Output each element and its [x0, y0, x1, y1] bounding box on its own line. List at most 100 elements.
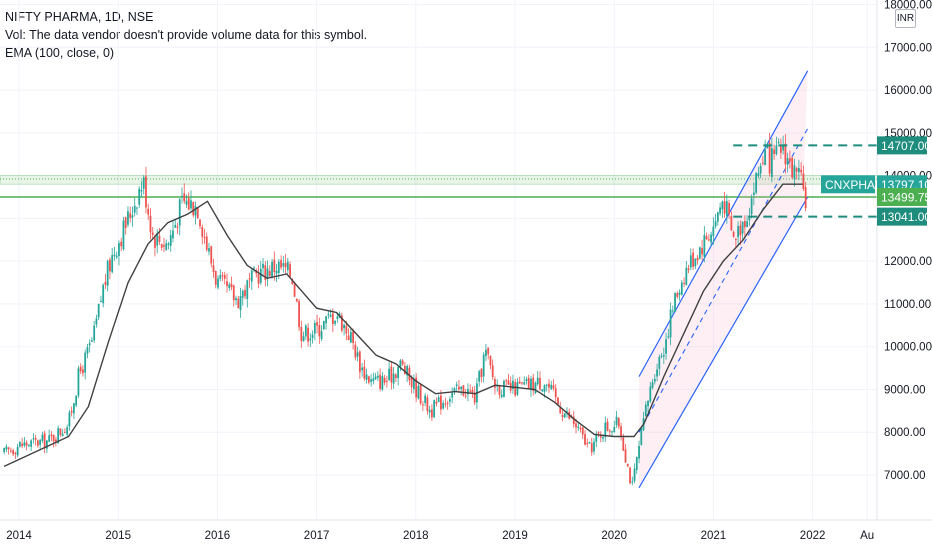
candle-body [237, 298, 240, 309]
candle-body [606, 421, 609, 431]
candle-body [491, 365, 494, 377]
candle-body [257, 273, 260, 284]
candle-body [178, 199, 181, 226]
candle-body [732, 231, 735, 237]
candle-body [530, 378, 532, 391]
candle-body [737, 226, 740, 238]
candle-body [235, 298, 237, 301]
candle-body [57, 428, 60, 444]
candle-body [228, 284, 231, 288]
candle-body [595, 433, 598, 442]
currency-badge[interactable]: INR [895, 9, 916, 28]
candle-body [183, 193, 186, 202]
candle-body [156, 233, 159, 246]
candle-body [602, 436, 604, 439]
candle-body [388, 368, 391, 381]
price-badges: 14707.0013041.00CNXPHARMA13797.1013499.7… [821, 136, 931, 226]
candle-body [541, 389, 544, 392]
candle-body [800, 169, 803, 173]
candle-body [451, 392, 454, 398]
candle-body [498, 385, 501, 395]
candle-body [532, 377, 535, 391]
candle-body [115, 255, 118, 258]
candle-body [302, 336, 305, 342]
candle-body [367, 376, 370, 383]
symbol-badge [821, 175, 875, 194]
candle-body [678, 292, 681, 295]
candle-body [397, 367, 400, 379]
candle-body [401, 360, 404, 365]
candle-body [716, 212, 719, 222]
candle-body [775, 145, 778, 155]
time-tick-label: 2022 [800, 530, 826, 542]
candle-body [572, 416, 575, 425]
candle-body [379, 374, 382, 389]
candle-body [566, 411, 568, 413]
candle-body [52, 434, 55, 442]
candle-body [406, 365, 409, 376]
candle-body [521, 382, 523, 384]
candle-body [374, 376, 377, 380]
candle-body [586, 442, 589, 444]
candle-body [104, 281, 107, 285]
price-tick-label: 10000.00 [884, 342, 932, 354]
candle-body [118, 243, 120, 256]
candle-body [764, 149, 767, 166]
candle-body [176, 226, 179, 228]
candle-body [721, 201, 724, 210]
price-tick-label: 7000.00 [884, 470, 926, 482]
candle-body [266, 268, 269, 279]
candle-body [232, 285, 235, 301]
candle-body [512, 380, 514, 390]
price-tick-label: 9000.00 [884, 384, 926, 396]
candle-body [590, 443, 593, 453]
horizontal-levels [733, 144, 877, 218]
candle-body [25, 442, 28, 446]
time-tick-label: 2014 [6, 530, 32, 542]
candle-body [514, 382, 517, 396]
candle-body [647, 400, 649, 407]
candle-body [334, 320, 336, 324]
candle-body [419, 384, 422, 404]
candle-body [131, 215, 134, 218]
candle-body [259, 268, 262, 283]
candle-body [399, 360, 402, 368]
candle-body [304, 325, 307, 337]
candle-body [129, 213, 132, 219]
candle-body [403, 365, 406, 374]
candle-body [579, 427, 582, 429]
candle-body [467, 389, 469, 395]
time-tick-label: 2018 [403, 530, 429, 542]
chart-legend: NIFTY PHARMA, 1D, NSE Vol: The data vend… [5, 8, 367, 62]
candle-body [264, 265, 267, 280]
candle-body [523, 382, 526, 385]
candle-body [151, 232, 154, 235]
candle-body [185, 200, 188, 205]
candle-body [55, 439, 57, 442]
candle-body [703, 235, 706, 257]
candle-body [75, 395, 78, 406]
candle-body [561, 414, 564, 418]
time-tick-label: 2015 [105, 530, 131, 542]
candle-body [613, 426, 616, 432]
candle-body [18, 441, 21, 447]
level-badge [877, 207, 927, 226]
legend-ema[interactable]: EMA (100, close, 0) [5, 46, 115, 60]
trend-channel [638, 70, 809, 489]
candle-body [660, 355, 663, 357]
candle-body [64, 431, 66, 433]
legend-volume[interactable]: Vol: The data vendor doesn't provide vol… [5, 28, 368, 42]
candle-body [431, 409, 433, 418]
candle-body [352, 331, 355, 343]
time-tick-label: 2016 [205, 530, 231, 542]
candle-body [689, 255, 692, 268]
candle-body [653, 378, 656, 382]
candle-body [779, 145, 782, 153]
candle-body [710, 234, 712, 243]
candle-body [748, 215, 751, 221]
legend-symbol-title[interactable]: NIFTY PHARMA, 1D, NSE [5, 10, 154, 24]
time-tick-label: 2021 [701, 530, 727, 542]
candle-body [91, 340, 93, 342]
candle-body [286, 261, 289, 270]
